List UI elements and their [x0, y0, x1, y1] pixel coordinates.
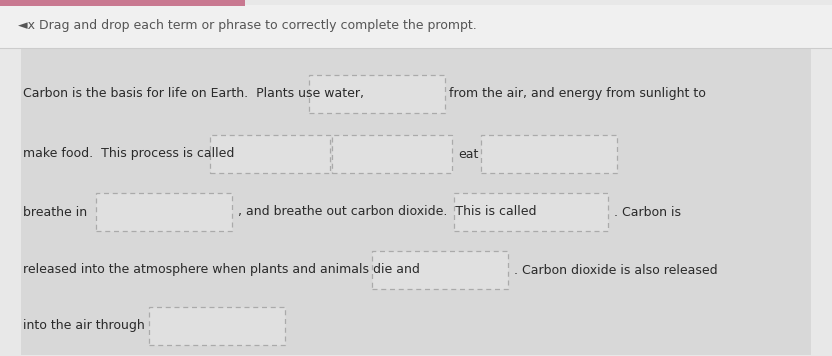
Text: , and breathe out carbon dioxide.  This is called: , and breathe out carbon dioxide. This i…: [238, 205, 537, 219]
Text: eat: eat: [458, 147, 478, 161]
Text: from the air, and energy from sunlight to: from the air, and energy from sunlight t…: [449, 88, 706, 100]
Text: make food.  This process is called: make food. This process is called: [23, 147, 235, 161]
Text: Carbon is the basis for life on Earth.  Plants use water,: Carbon is the basis for life on Earth. P…: [23, 88, 364, 100]
Bar: [0, 0, 245, 5]
Text: . Carbon dioxide is also released: . Carbon dioxide is also released: [514, 263, 718, 277]
Bar: [0, 5, 832, 48]
Bar: [97, 193, 232, 231]
Bar: [149, 307, 285, 345]
Bar: [309, 75, 445, 113]
Bar: [21, 48, 811, 355]
Bar: [372, 251, 508, 289]
Bar: [454, 193, 608, 231]
Text: breathe in: breathe in: [23, 205, 87, 219]
Bar: [332, 135, 452, 173]
Text: . Carbon is: . Carbon is: [614, 205, 681, 219]
Text: into the air through: into the air through: [23, 319, 145, 333]
Text: released into the atmosphere when plants and animals die and: released into the atmosphere when plants…: [23, 263, 420, 277]
Bar: [210, 135, 330, 173]
Text: ◄x Drag and drop each term or phrase to correctly complete the prompt.: ◄x Drag and drop each term or phrase to …: [18, 19, 477, 32]
Bar: [481, 135, 617, 173]
